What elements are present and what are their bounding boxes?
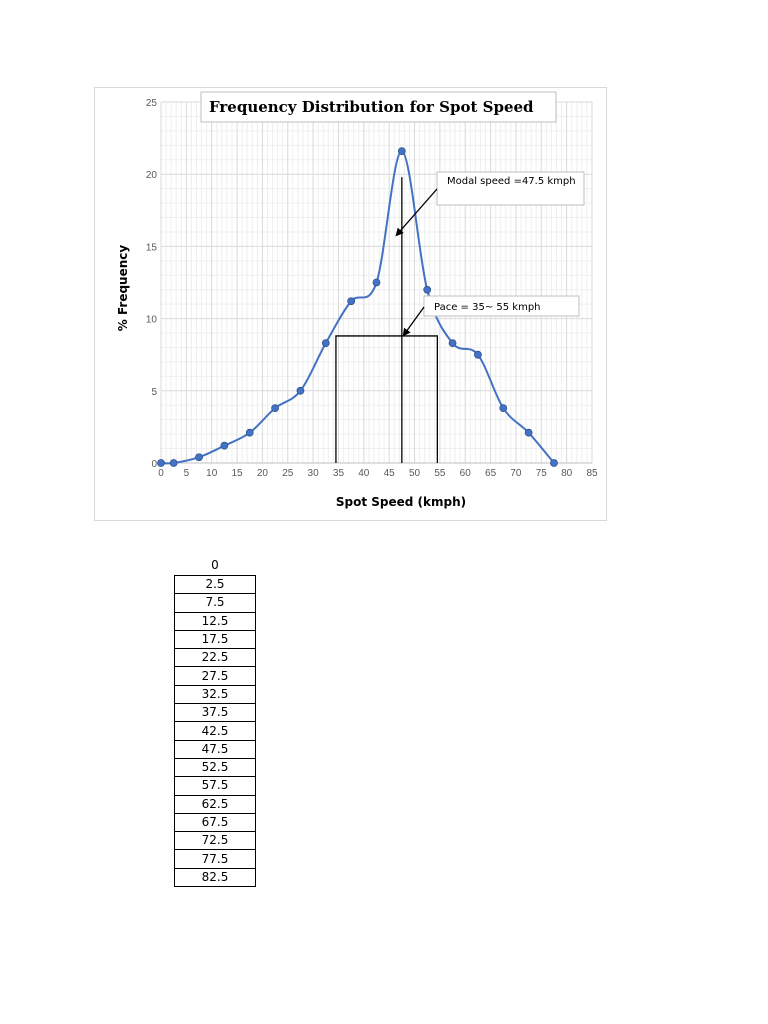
table-cell: 67.5: [174, 812, 256, 833]
x-tick-label: 75: [536, 468, 548, 479]
speed-table-wrap: 0 2.5 7.5 12.5 17.5 22.5 27.5 32.5 37.5 42.5 47.5…: [174, 556, 256, 888]
table-cell: 82.5: [174, 867, 256, 888]
table-cell: 72.5: [174, 831, 256, 851]
table-row: 37.5: [174, 703, 256, 723]
y-tick-label: 5: [151, 387, 157, 398]
annotation-pace: Pace = 35~ 55 kmph: [402, 295, 580, 337]
table-cell: 42.5: [174, 721, 256, 741]
reference-lines: [335, 177, 438, 463]
table-row: 47.5: [174, 739, 256, 759]
y-axis-title: % Frequency: [116, 245, 130, 332]
data-point: [245, 428, 254, 437]
data-points: [157, 147, 558, 467]
x-tick-label: 20: [257, 468, 269, 479]
annotation-modal-text: Modal speed =47.5 kmph: [447, 176, 576, 187]
x-tick-label: 40: [358, 468, 370, 479]
data-point: [169, 459, 178, 467]
x-tick-label: 25: [282, 468, 294, 479]
minor-gridlines: [161, 102, 592, 463]
table-row: 7.5: [174, 593, 256, 613]
table-cell: 47.5: [174, 739, 256, 759]
y-tick-label: 15: [146, 242, 158, 253]
annotation-box: [423, 295, 580, 317]
table-cell: 57.5: [174, 776, 256, 796]
table-cell: 12.5: [174, 611, 256, 631]
data-point: [372, 278, 381, 287]
x-tick-label: 85: [586, 468, 598, 479]
table-row: 22.5: [174, 648, 256, 668]
data-point: [321, 339, 330, 348]
speed-table: 2.5 7.5 12.5 17.5 22.5 27.5 32.5 37.5 42.5 47.5 52…: [174, 574, 256, 888]
table-row: 12.5: [174, 611, 256, 631]
table-row: 17.5: [174, 629, 256, 650]
x-tick-label: 65: [485, 468, 497, 479]
x-tick-label: 60: [460, 468, 472, 479]
table-header: 0: [211, 558, 219, 572]
y-tick-label: 20: [146, 170, 158, 181]
data-point: [157, 459, 165, 467]
data-point: [550, 459, 558, 467]
data-point: [347, 297, 356, 306]
table-cell: 52.5: [174, 757, 256, 778]
table-row: 42.5: [174, 721, 256, 741]
table-cell: 27.5: [174, 666, 256, 686]
table-cell: 17.5: [174, 629, 256, 650]
title-box: [200, 91, 557, 123]
x-tick-label: 30: [308, 468, 320, 479]
data-point: [220, 441, 229, 450]
x-tick-label: 50: [409, 468, 421, 479]
y-tick-labels: 0 5 10 15 20 25: [146, 98, 158, 470]
data-point: [296, 386, 305, 395]
data-point: [397, 147, 406, 155]
table-row: 72.5: [174, 831, 256, 851]
table-row: 52.5: [174, 757, 256, 778]
y-tick-label: 0: [151, 459, 157, 470]
annotation-modal-speed: Modal speed =47.5 kmph: [395, 171, 585, 237]
line-chart: 0 5 10 15 20 25 30 35 40 45 50 55 60 65 70 75 80 85 0 5 10 1…: [116, 91, 598, 509]
y-tick-label: 25: [146, 98, 158, 109]
table-cell: 2.5: [174, 574, 256, 595]
annotation-box: [436, 171, 585, 206]
table-row: 32.5: [174, 684, 256, 705]
data-point: [271, 404, 279, 413]
x-tick-label: 70: [510, 468, 522, 479]
x-tick-label: 10: [206, 468, 218, 479]
table-row: 62.5: [174, 794, 256, 814]
table-cell: 62.5: [174, 794, 256, 814]
pace-bracket: [335, 335, 438, 463]
data-point: [423, 285, 432, 294]
table-cell: 22.5: [174, 648, 256, 668]
table-row: 27.5: [174, 666, 256, 686]
x-axis-title: Spot Speed (kmph): [336, 495, 466, 509]
x-tick-label: 15: [231, 468, 243, 479]
x-tick-label: 80: [561, 468, 573, 479]
y-tick-label: 10: [146, 315, 158, 326]
table-row: 82.5: [174, 867, 256, 888]
annotation-arrow: [395, 188, 438, 237]
annotation-arrow: [402, 306, 425, 337]
chart-container: 0 5 10 15 20 25 30 35 40 45 50 55 60 65 70 75 80 85 0 5 10 1…: [94, 87, 607, 521]
table-cell: 77.5: [174, 849, 256, 869]
x-tick-labels: 0 5 10 15 20 25 30 35 40 45 50 55 60 65 70 75 80 85: [158, 468, 598, 479]
x-tick-label: 55: [434, 468, 446, 479]
table-row: 77.5: [174, 849, 256, 869]
annotation-pace-text: Pace = 35~ 55 kmph: [434, 302, 541, 313]
chart-title: Frequency Distribution for Spot Speed: [209, 98, 534, 116]
table-row: 67.5: [174, 812, 256, 833]
table-cell: 37.5: [174, 703, 256, 723]
table-cell: 32.5: [174, 684, 256, 705]
table-row: 2.5: [174, 574, 256, 595]
x-tick-label: 5: [184, 468, 190, 479]
data-point: [524, 428, 533, 437]
data-point: [195, 453, 203, 462]
data-point: [448, 339, 457, 348]
x-tick-label: 35: [333, 468, 345, 479]
x-tick-label: 45: [384, 468, 396, 479]
table-cell: 7.5: [174, 593, 256, 613]
x-tick-label: 0: [158, 468, 164, 479]
data-point: [474, 350, 482, 359]
table-row: 57.5: [174, 776, 256, 796]
data-point: [499, 404, 508, 413]
